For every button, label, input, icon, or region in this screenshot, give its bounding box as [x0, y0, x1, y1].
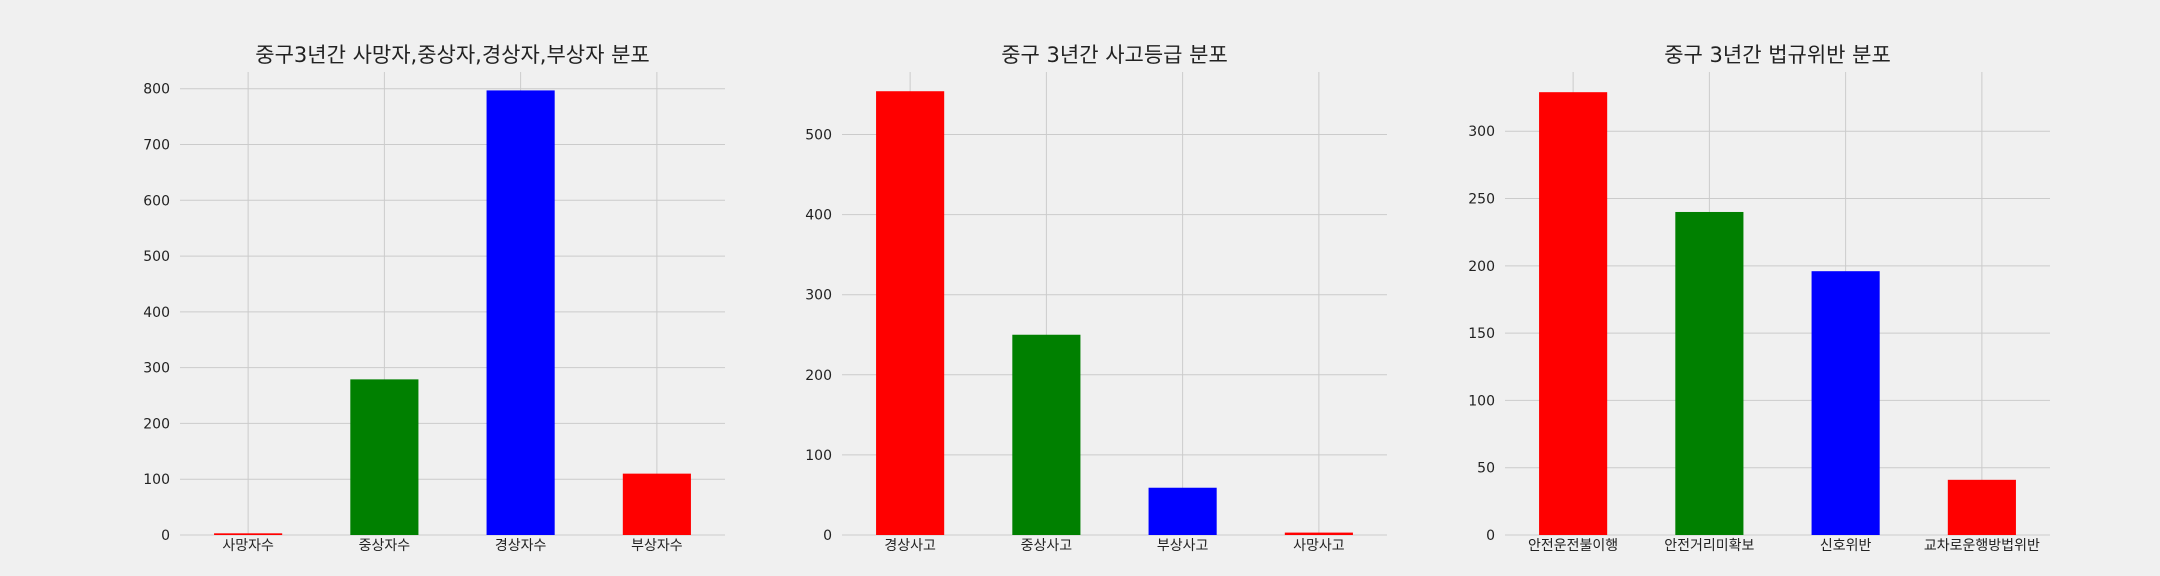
- bar-3: [1811, 271, 1880, 535]
- x-tick-label: 사망자수: [222, 538, 274, 554]
- y-tick-label: 200: [143, 416, 170, 432]
- y-tick-label: 50: [1477, 461, 1495, 477]
- chart-violation-distribution: 중구 3년간 법규위반 분포 0 50 100 150 200 250 300 안전운전불이행 안…: [1468, 43, 2050, 554]
- y-tick-label: 150: [1468, 326, 1495, 342]
- y-tick-label: 700: [143, 138, 170, 154]
- bar-3: [1148, 487, 1217, 535]
- y-tick-label: 500: [805, 127, 832, 143]
- bar-1: [876, 91, 945, 535]
- chart-title: 중구3년간 사망자,중상자,경상자,부상자 분포: [255, 43, 650, 67]
- bar-2: [350, 379, 419, 535]
- bar-2: [1012, 334, 1081, 535]
- x-tick-label: 중상사고: [1021, 538, 1073, 554]
- y-tick-label: 200: [1468, 259, 1495, 275]
- y-tick-label: 100: [805, 448, 832, 464]
- chart-casualty-distribution: 중구3년간 사망자,중상자,경상자,부상자 분포 0 100 200 300 400 500…: [143, 43, 725, 554]
- y-tick-label: 250: [1468, 192, 1495, 208]
- y-tick-label: 300: [1468, 124, 1495, 140]
- x-tick-label: 사망사고: [1293, 538, 1345, 554]
- x-tick-label: 안전거리미확보: [1664, 538, 1754, 554]
- y-tick-label: 400: [143, 305, 170, 321]
- bar-4: [622, 473, 691, 535]
- bar-1: [214, 533, 283, 535]
- y-tick-label: 800: [143, 82, 170, 98]
- y-tick-label: 0: [161, 528, 170, 544]
- y-tick-label: 600: [143, 193, 170, 209]
- bar-4: [1284, 532, 1353, 535]
- y-tick-label: 500: [143, 249, 170, 265]
- y-tick-label: 100: [1468, 393, 1495, 409]
- bar-1: [1539, 92, 1608, 535]
- x-tick-label: 신호위반: [1820, 538, 1872, 554]
- bar-2: [1675, 211, 1744, 535]
- y-tick-label: 0: [823, 528, 832, 544]
- y-tick-label: 300: [143, 361, 170, 377]
- x-tick-label: 중상자수: [359, 538, 411, 554]
- bar-3: [486, 90, 555, 535]
- y-tick-label: 200: [805, 368, 832, 384]
- y-tick-label: 0: [1486, 528, 1495, 544]
- chart-accident-grade-distribution: 중구 3년간 사고등급 분포 0 100 200 300 400 500 경상사고 중상사고 부상…: [805, 43, 1387, 554]
- y-tick-label: 400: [805, 208, 832, 224]
- y-tick-label: 100: [143, 472, 170, 488]
- x-tick-label: 교차로운행방법위반: [1924, 538, 2040, 554]
- x-tick-label: 경상사고: [884, 538, 936, 554]
- chart-title: 중구 3년간 사고등급 분포: [1001, 43, 1228, 67]
- x-tick-label: 안전운전불이행: [1528, 538, 1618, 554]
- chart-title: 중구 3년간 법규위반 분포: [1664, 43, 1891, 67]
- x-tick-label: 부상사고: [1157, 538, 1209, 554]
- bar-4: [1947, 479, 2016, 535]
- x-tick-label: 부상자수: [631, 538, 683, 554]
- x-tick-label: 경상자수: [495, 538, 547, 554]
- y-tick-label: 300: [805, 288, 832, 304]
